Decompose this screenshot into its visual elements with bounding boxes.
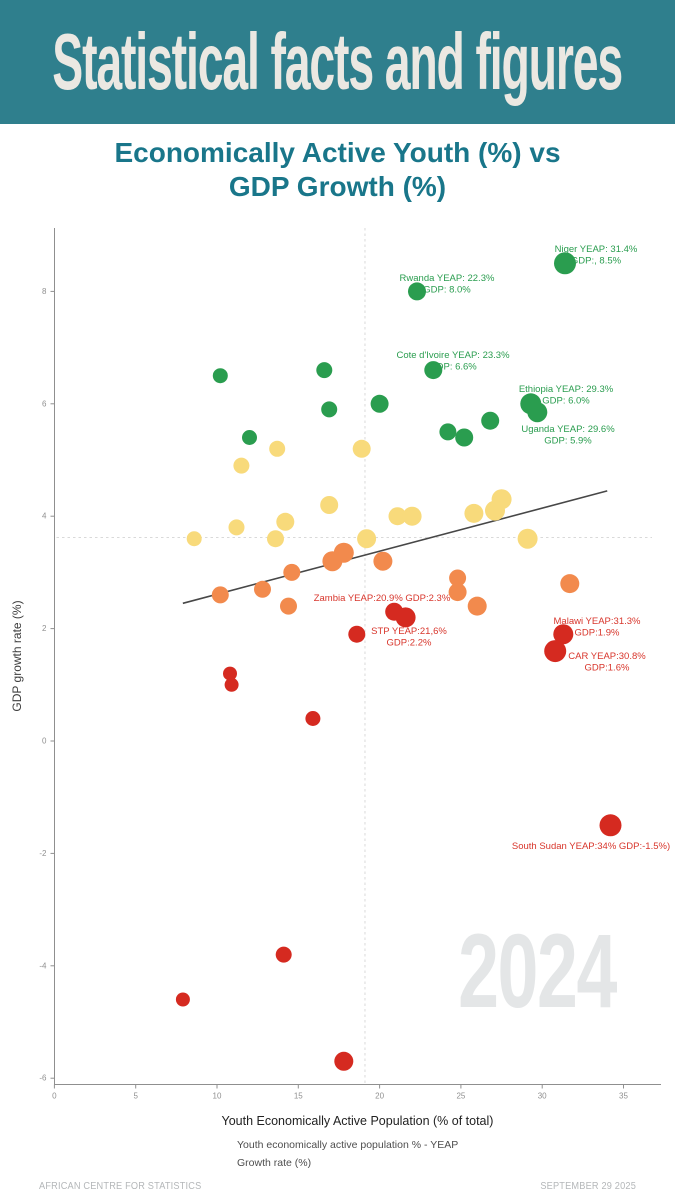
data-point: [448, 583, 467, 602]
x-axis-label: Youth Economically Active Population (% …: [221, 1114, 494, 1128]
country-annotation: South Sudan YEAP:34% GDP:-1.5%): [512, 841, 670, 852]
data-point: [455, 428, 474, 447]
y-tick-label: 8: [42, 287, 47, 296]
data-point: [554, 252, 576, 275]
chart-title-line1: Economically Active Youth (%) vs: [114, 137, 561, 168]
country-annotation: Zambia YEAP:20.9% GDP:2.3%: [314, 593, 451, 604]
data-point: [316, 362, 333, 379]
country-annotation: Cote d'Ivoire YEAP: 23.3% GDP: 6.6%: [396, 350, 510, 373]
data-point: [186, 531, 202, 547]
x-tick-label: 30: [538, 1092, 547, 1101]
data-point: [348, 625, 366, 643]
data-point: [388, 507, 407, 526]
data-point: [175, 992, 190, 1007]
x-tick-label: 15: [294, 1092, 303, 1101]
data-point: [334, 1051, 354, 1071]
country-annotation: Rwanda YEAP: 22.3% GDP: 8.0%: [400, 273, 495, 296]
x-tick-label: 5: [133, 1092, 138, 1101]
data-point: [491, 489, 512, 510]
x-tick-label: 0: [52, 1092, 57, 1101]
chart-title-line2: GDP Growth (%): [228, 171, 447, 202]
data-point: [544, 640, 567, 663]
data-point: [320, 496, 339, 514]
footer-source: AFRICAN CENTRE FOR STATISTICS: [39, 1181, 202, 1192]
y-tick-label: -4: [39, 961, 47, 970]
data-point: [527, 402, 548, 423]
y-tick-label: -6: [39, 1074, 47, 1083]
data-point: [254, 580, 271, 598]
data-point: [269, 440, 286, 457]
data-point: [395, 607, 416, 628]
country-annotation: Uganda YEAP: 29.6% GDP: 5.9%: [521, 424, 615, 447]
y-tick-label: -2: [39, 849, 47, 858]
data-point: [333, 542, 354, 563]
data-point: [211, 586, 229, 604]
y-tick-label: 0: [42, 737, 47, 746]
data-point: [449, 569, 467, 587]
data-point: [275, 946, 292, 963]
header-banner: Statistical facts and figures: [0, 0, 675, 124]
caption-line1: Youth economically active population % -…: [237, 1139, 459, 1151]
data-point: [481, 411, 500, 430]
data-point: [267, 530, 284, 548]
trend-line: [182, 490, 608, 605]
data-point: [280, 597, 297, 615]
data-point: [370, 394, 389, 413]
data-point: [467, 596, 487, 616]
data-point: [224, 677, 239, 692]
y-tick-label: 2: [42, 624, 47, 633]
country-annotation: Ethiopia YEAP: 29.3% GDP: 6.0%: [519, 384, 614, 407]
data-point: [223, 666, 237, 681]
data-point: [424, 361, 443, 380]
y-tick-label: 4: [42, 512, 47, 521]
data-point: [553, 624, 574, 645]
data-point: [599, 814, 622, 837]
x-tick-label: 20: [375, 1092, 384, 1101]
country-annotation: Malawi YEAP:31.3% GDP:1.9%: [554, 616, 642, 639]
data-point: [242, 430, 257, 445]
data-point: [357, 529, 377, 549]
chart-caption: Youth economically active population % -…: [237, 1136, 458, 1172]
data-point: [373, 551, 393, 571]
data-point: [276, 512, 295, 531]
data-point: [228, 519, 245, 536]
data-point: [439, 423, 457, 441]
x-tick-label: 10: [213, 1092, 222, 1101]
country-annotation: Niger YEAP: 31.4% GDP:, 8.5%: [555, 244, 638, 267]
y-tick-label: 6: [42, 399, 47, 408]
data-point: [305, 711, 321, 726]
data-point: [402, 506, 422, 526]
footer-date: SEPTEMBER 29 2025: [540, 1181, 636, 1192]
watermark-year: 2024: [458, 913, 617, 1030]
x-tick-label: 35: [619, 1092, 628, 1101]
page-title: Statistical facts and figures: [52, 17, 624, 106]
data-point: [233, 457, 250, 474]
data-point: [517, 528, 538, 549]
x-tick-label: 25: [456, 1092, 465, 1101]
country-annotation: STP YEAP:21,6% GDP:2.2%: [371, 626, 447, 649]
y-axis-label: GDP growth rate (%): [10, 600, 24, 711]
chart-title: Economically Active Youth (%) vs GDP Gro…: [0, 136, 675, 204]
data-point: [408, 282, 426, 301]
country-annotation: CAR YEAP:30.8% GDP:1.6%: [568, 651, 646, 674]
data-point: [464, 503, 484, 523]
data-point: [560, 574, 580, 594]
data-point: [212, 368, 228, 384]
data-point: [321, 401, 338, 418]
caption-line2: Growth rate (%): [237, 1157, 312, 1169]
data-point: [283, 563, 301, 581]
data-point: [352, 439, 371, 458]
